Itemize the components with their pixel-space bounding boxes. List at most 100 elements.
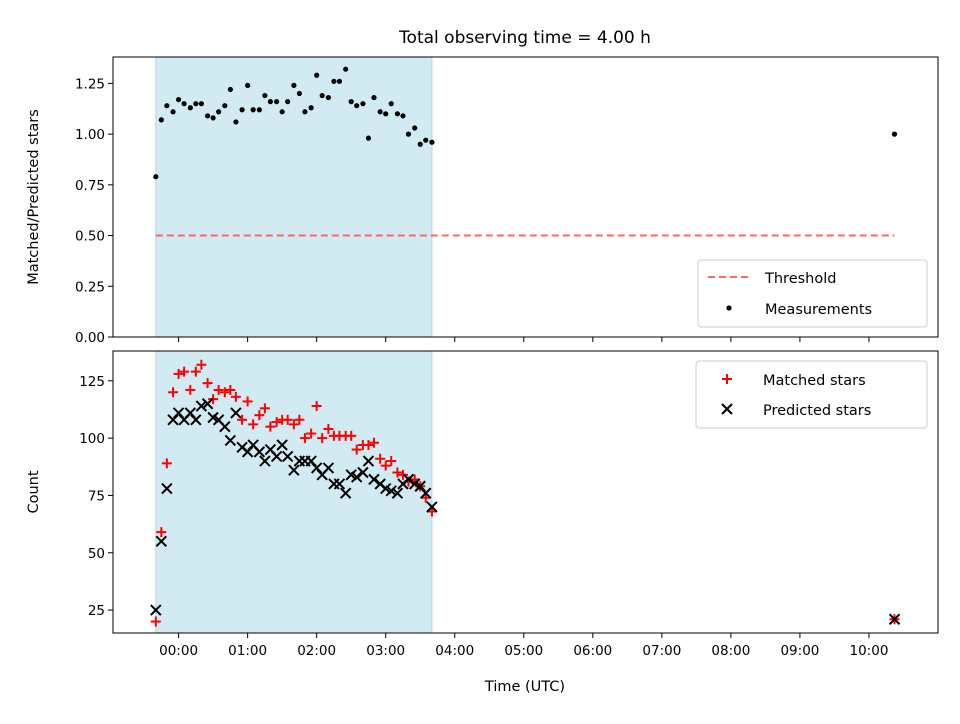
matched-star-point bbox=[161, 458, 172, 469]
measurement-point bbox=[417, 141, 423, 147]
top-y-axis-label: Matched/Predicted stars bbox=[26, 109, 42, 285]
bottom-legend: Matched stars Predicted stars bbox=[695, 360, 928, 429]
predicted-star-point bbox=[259, 455, 271, 467]
predicted-star-point bbox=[281, 450, 294, 463]
ratio-panel: 0.00 0.25 0.50 0.75 1.00 1.25 Matched/Predict… bbox=[26, 56, 939, 346]
matched-star-point bbox=[208, 394, 219, 405]
measurement-point bbox=[348, 99, 354, 105]
matched-star-point bbox=[311, 401, 322, 412]
measurement-point bbox=[239, 107, 245, 113]
bottom-y-axis-label: Count bbox=[26, 470, 42, 513]
y-tick-label: 125 bbox=[79, 374, 105, 390]
y-tick-label: 0.00 bbox=[75, 330, 105, 346]
predicted-star-point bbox=[362, 455, 375, 467]
bottom-axes-frame bbox=[112, 350, 939, 634]
matched-star-point bbox=[306, 428, 317, 439]
matched-star-point bbox=[282, 414, 293, 425]
measurement-point bbox=[405, 131, 412, 137]
measurement-point bbox=[187, 105, 193, 111]
x-tick-label: 03:00 bbox=[366, 643, 405, 659]
legend-predicted-label: Predicted stars bbox=[763, 403, 871, 419]
measurement-point bbox=[285, 99, 291, 105]
count-panel: 25 50 75 100 125 00:00 01:00 02:00 03:00 04:00 05… bbox=[26, 350, 939, 659]
matched-star-point bbox=[242, 396, 253, 407]
predicted-star-point bbox=[333, 478, 346, 490]
x-tick-label: 01:00 bbox=[228, 643, 267, 659]
matched-star-point bbox=[150, 616, 161, 627]
predicted-star-point bbox=[339, 487, 352, 499]
matched-star-point bbox=[156, 527, 167, 538]
y-tick-label: 0.25 bbox=[75, 279, 105, 295]
matched-star-point bbox=[392, 467, 403, 478]
matched-star-point bbox=[237, 414, 248, 425]
predicted-star-point bbox=[350, 471, 363, 483]
x-axis-label: Time (UTC) bbox=[484, 679, 565, 695]
y-tick-label: 0.50 bbox=[75, 229, 105, 245]
measurement-point bbox=[412, 125, 418, 131]
predicted-star-point bbox=[195, 400, 208, 412]
predicted-star-point bbox=[276, 439, 288, 451]
measurement-point bbox=[274, 99, 280, 105]
predicted-stars-points bbox=[150, 398, 901, 625]
matched-star-point bbox=[202, 378, 213, 389]
matched-star-point bbox=[248, 419, 259, 430]
measurement-point bbox=[319, 92, 325, 99]
measurement-point bbox=[245, 82, 251, 89]
measurement-point bbox=[267, 99, 274, 105]
measurement-point bbox=[193, 101, 199, 107]
measurement-point bbox=[227, 86, 233, 93]
predicted-star-point bbox=[219, 420, 231, 433]
measurement-point bbox=[256, 107, 262, 113]
predicted-star-point bbox=[385, 485, 397, 497]
measurement-point bbox=[198, 101, 204, 107]
x-tick-label: 08:00 bbox=[711, 643, 750, 659]
matched-star-point bbox=[317, 433, 328, 444]
top-legend-box bbox=[697, 259, 928, 328]
measurement-point bbox=[354, 103, 360, 109]
y-tick-label: 1.00 bbox=[75, 127, 105, 143]
measurement-point bbox=[216, 109, 222, 115]
predicted-star-point bbox=[357, 466, 369, 479]
matched-star-point bbox=[254, 410, 265, 421]
y-tick-label: 75 bbox=[88, 488, 105, 504]
measurement-point bbox=[302, 109, 308, 115]
predicted-star-point bbox=[426, 501, 438, 513]
measurement-point bbox=[262, 92, 268, 99]
predicted-star-point bbox=[368, 473, 380, 486]
legend-plus-marker bbox=[722, 374, 732, 384]
measurement-point bbox=[388, 101, 394, 107]
x-tick-label: 06:00 bbox=[573, 643, 612, 659]
measurement-point bbox=[181, 101, 187, 107]
top-x-ticks bbox=[178, 337, 870, 342]
matched-star-point bbox=[368, 437, 379, 448]
measurement-point bbox=[175, 97, 182, 103]
predicted-star-point bbox=[888, 613, 901, 625]
matched-star-point bbox=[179, 366, 190, 377]
measurement-point bbox=[279, 109, 285, 115]
measurement-point bbox=[331, 78, 337, 84]
predicted-star-point bbox=[270, 450, 283, 463]
measurement-point bbox=[222, 103, 228, 109]
matched-star-point bbox=[219, 387, 230, 398]
bottom-y-ticks: 25 50 75 100 125 bbox=[79, 374, 113, 619]
x-tick-label: 02:00 bbox=[297, 643, 336, 659]
measurement-point bbox=[308, 105, 314, 111]
x-tick-label: 10:00 bbox=[850, 643, 889, 659]
y-tick-label: 0.75 bbox=[75, 178, 105, 194]
matched-star-point bbox=[299, 433, 310, 444]
predicted-star-point bbox=[224, 434, 237, 447]
legend-measurements-swatch bbox=[726, 305, 732, 311]
legend-matched-label: Matched stars bbox=[763, 373, 866, 389]
matched-star-point bbox=[265, 421, 276, 432]
matched-star-point bbox=[271, 417, 282, 428]
matched-star-point bbox=[397, 469, 408, 480]
y-tick-label: 1.25 bbox=[75, 76, 105, 92]
legend-matched-swatch bbox=[722, 374, 732, 384]
matched-star-point bbox=[230, 391, 241, 402]
predicted-star-point bbox=[190, 414, 202, 426]
matched-star-point bbox=[185, 384, 196, 395]
measurement-point bbox=[400, 113, 406, 119]
x-tick-label: 05:00 bbox=[504, 643, 543, 659]
